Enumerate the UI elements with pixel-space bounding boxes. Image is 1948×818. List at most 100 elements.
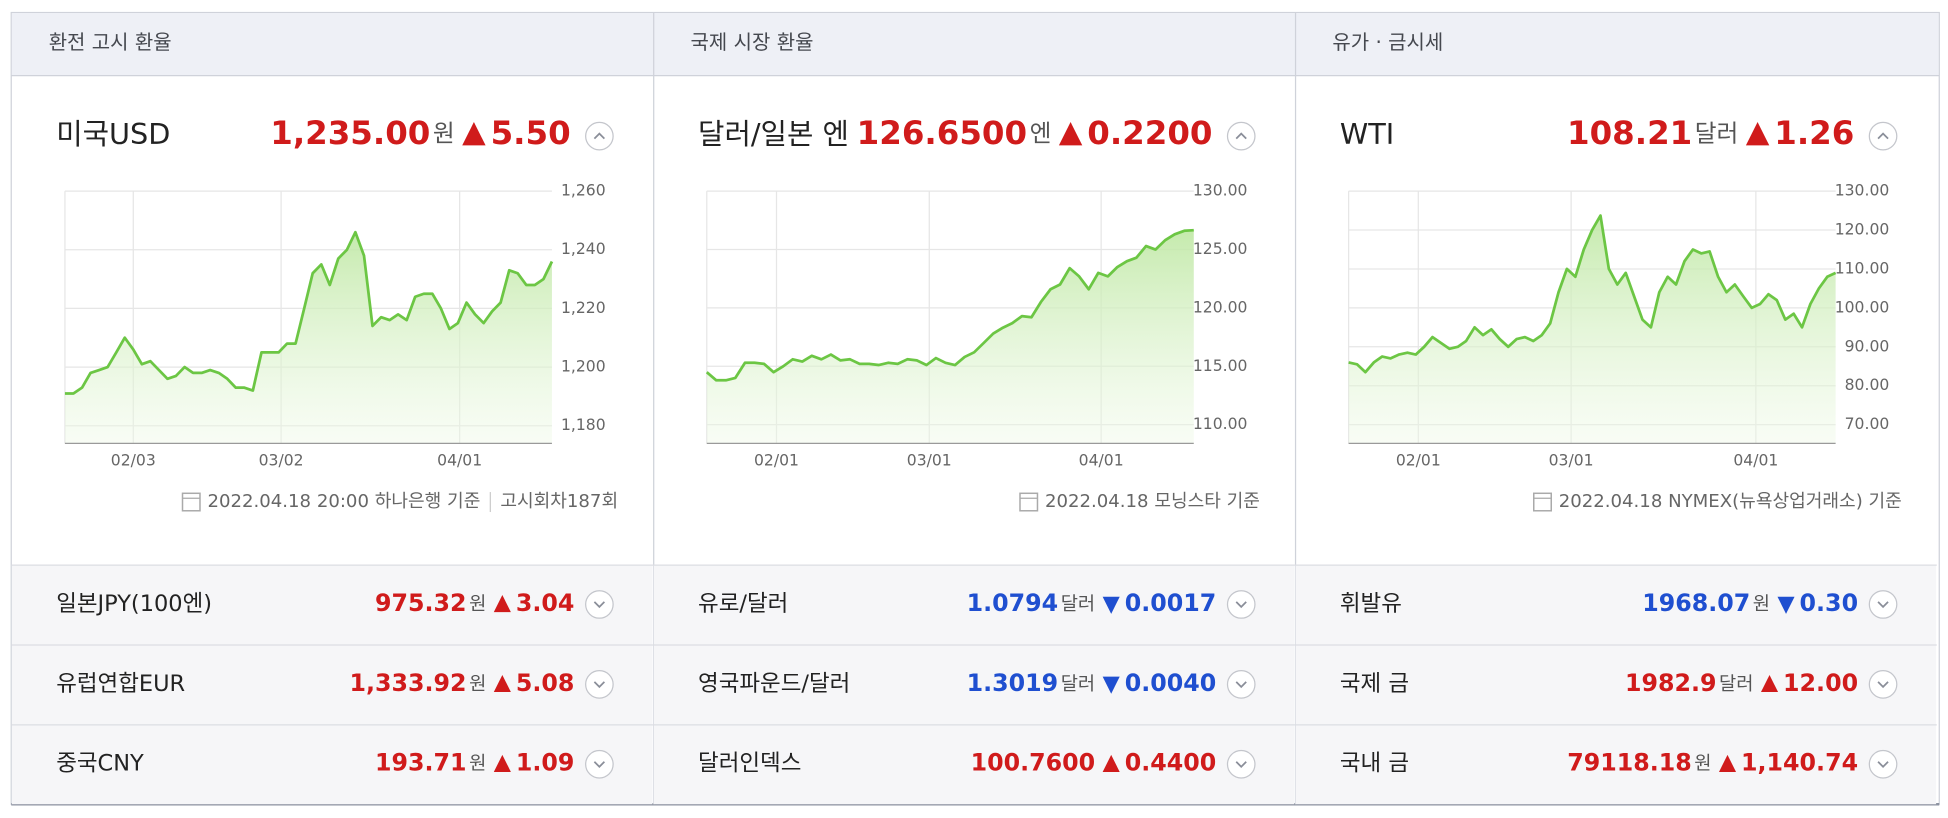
y-tick-label: 100.00: [1835, 298, 1890, 316]
row-bg: [653, 564, 1295, 645]
header-bar: [11, 13, 1939, 76]
value: 1.0794: [967, 589, 1059, 617]
toggle-button[interactable]: [585, 121, 614, 151]
toggle-button[interactable]: [1226, 669, 1256, 699]
chevron: [1877, 601, 1889, 609]
row-bg: [11, 724, 653, 805]
arrow-up: [1102, 754, 1120, 772]
toggle-button[interactable]: [1868, 121, 1898, 151]
toggle-button[interactable]: [1868, 669, 1898, 699]
y-tick-label: 130.00: [1835, 182, 1890, 200]
arrow-up: [1760, 674, 1779, 693]
unit: 달러: [1061, 674, 1095, 695]
value: 108.21: [1567, 114, 1692, 152]
arrow-up: [1058, 122, 1083, 146]
toggle-button[interactable]: [585, 669, 614, 699]
y-tick-label: 1,180: [561, 416, 606, 434]
row-name: 휘발유: [1340, 591, 1402, 617]
toggle-button[interactable]: [1226, 749, 1256, 779]
y-tick-label: 1,240: [561, 240, 606, 258]
change: 0.2200: [1087, 114, 1212, 152]
line: [705, 228, 1194, 382]
y-tick-label: 110.00: [1193, 415, 1248, 433]
change: 0.0040: [1125, 669, 1217, 697]
footnote: 2022.04.18 20:00 하나은행 기준: [207, 491, 480, 512]
unit: 원: [1753, 594, 1770, 615]
change: 3.04: [516, 589, 575, 617]
y-tick-label: 90.00: [1845, 337, 1890, 355]
row-name: 유로/달러: [698, 591, 788, 617]
x-tick-label: 02/01: [1396, 451, 1441, 469]
value: 193.71: [375, 749, 467, 777]
chevron: [1877, 681, 1889, 689]
chevron: [593, 761, 605, 768]
change: 1.26: [1774, 114, 1854, 152]
y-tick-label: 130.00: [1193, 182, 1248, 200]
panel-title: 유가 · 금시세: [1332, 30, 1443, 54]
main-name: 달러/일본 엔: [698, 117, 849, 151]
y-tick-label: 115.00: [1193, 357, 1248, 375]
calendar-icon: [1019, 492, 1039, 512]
row-bg: [1295, 564, 1937, 645]
footnote: 2022.04.18 모닝스타 기준: [1045, 491, 1260, 512]
toggle-button[interactable]: [1868, 749, 1898, 779]
value: 975.32: [375, 589, 467, 617]
chevron: [1235, 681, 1247, 689]
row-bg: [653, 644, 1295, 725]
toggle-button[interactable]: [1226, 121, 1256, 151]
x-tick-label: 03/01: [1549, 451, 1594, 469]
y-tick-label: 70.00: [1845, 415, 1890, 433]
y-tick-label: 120.00: [1193, 298, 1248, 316]
toggle-button[interactable]: [585, 590, 614, 619]
change: 0.30: [1800, 589, 1859, 617]
unit: 달러: [1719, 674, 1753, 695]
y-tick-label: 1,200: [561, 358, 606, 376]
x-tick-label: 03/01: [907, 451, 952, 469]
unit: 원: [433, 119, 455, 147]
x-tick-label: 04/01: [1733, 451, 1778, 469]
row-bg: [1295, 644, 1937, 725]
panel-title: 국제 시장 환율: [691, 30, 814, 54]
value: 79118.18: [1567, 749, 1692, 777]
change: 5.50: [491, 114, 571, 152]
toggle-button[interactable]: [1226, 590, 1256, 619]
unit: 달러: [1695, 119, 1739, 147]
row-name: 국내 금: [1340, 751, 1409, 777]
unit: 원: [469, 674, 486, 695]
arrow-up: [493, 595, 511, 613]
y-tick-label: 80.00: [1845, 376, 1890, 394]
row-name: 국제 금: [1340, 671, 1409, 697]
row-bg: [11, 644, 653, 725]
toggle-button[interactable]: [585, 749, 614, 779]
unit: 달러: [1061, 594, 1095, 615]
change: 5.08: [516, 669, 575, 697]
line: [64, 230, 554, 395]
arrow-down: [1102, 676, 1120, 694]
area-fill: [706, 230, 1194, 444]
unit: 원: [1694, 754, 1711, 775]
toggle-button[interactable]: [1868, 590, 1898, 619]
row-name: 일본JPY(100엔): [56, 591, 212, 617]
main-name: 미국USD: [56, 117, 170, 151]
chevron: [593, 601, 605, 609]
change: 12.00: [1783, 669, 1858, 697]
row-bg: [653, 724, 1295, 805]
arrow-down: [1777, 596, 1795, 614]
value: 100.7600: [971, 749, 1096, 777]
arrow-up: [493, 674, 511, 693]
unit: 엔: [1030, 119, 1052, 147]
value: 1,333.92: [350, 669, 467, 697]
calendar-icon: [1533, 492, 1552, 512]
value: 1968.07: [1642, 589, 1750, 617]
arrow-up: [1718, 754, 1737, 772]
footnote: 고시회차187회: [500, 491, 618, 512]
footnote: 2022.04.18 NYMEX(뉴욕상업거래소) 기준: [1559, 491, 1902, 512]
panel-title: 환전 고시 환율: [49, 30, 172, 54]
chevron: [1235, 601, 1247, 609]
x-tick-label: 04/01: [437, 451, 482, 469]
chevron: [593, 681, 605, 689]
change: 0.0017: [1125, 589, 1217, 617]
area-fill: [1348, 215, 1836, 444]
value: 1,235.00: [270, 114, 430, 152]
value: 1982.9: [1625, 669, 1717, 697]
